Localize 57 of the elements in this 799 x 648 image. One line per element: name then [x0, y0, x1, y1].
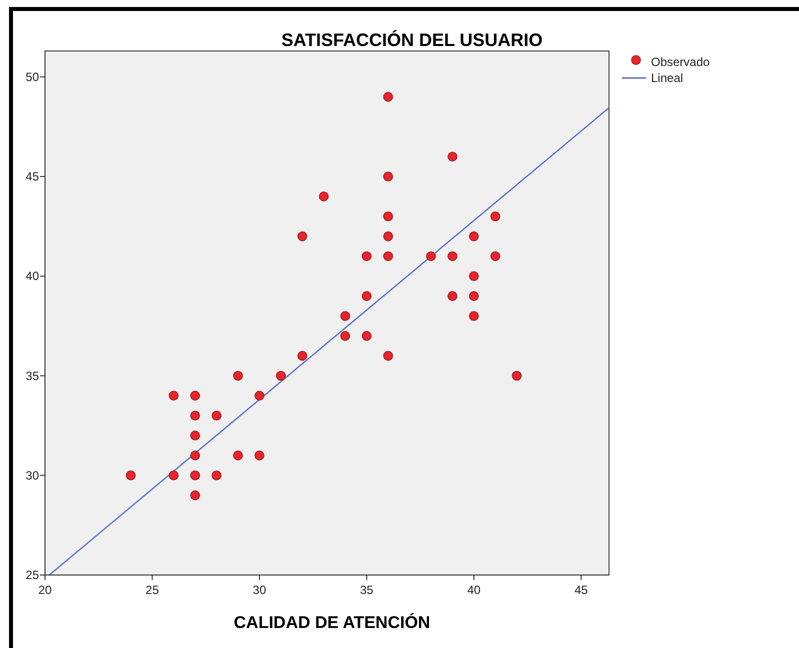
- point: [212, 470, 222, 480]
- x-axis-title: CALIDAD DE ATENCIÓN: [234, 612, 430, 632]
- point: [426, 251, 436, 262]
- point: [468, 231, 479, 242]
- y-tick-label: 50: [26, 70, 40, 84]
- point: [190, 410, 200, 421]
- x-tick-label: 30: [252, 583, 266, 597]
- x-tick-label: 20: [38, 583, 52, 597]
- point: [468, 291, 479, 301]
- point: [362, 331, 372, 341]
- point: [276, 370, 286, 381]
- point: [212, 410, 222, 421]
- legend-label: Observado: [651, 55, 710, 69]
- point: [468, 311, 479, 321]
- point: [362, 251, 372, 262]
- point: [362, 291, 372, 301]
- point: [168, 470, 179, 480]
- chart-title: SATISFACCIÓN DEL USUARIO: [281, 30, 543, 50]
- point: [190, 430, 200, 440]
- point: [490, 251, 500, 262]
- point: [190, 390, 200, 401]
- point: [126, 470, 136, 480]
- x-tick-label: 45: [574, 583, 588, 597]
- point: [383, 172, 394, 182]
- point: [254, 390, 264, 401]
- point: [168, 390, 179, 401]
- point: [512, 370, 522, 381]
- point: [383, 231, 394, 242]
- point: [297, 231, 308, 242]
- point: [383, 350, 394, 361]
- x-tick-label: 40: [467, 583, 481, 597]
- point: [233, 370, 243, 381]
- y-tick-label: 30: [26, 468, 40, 482]
- point: [448, 152, 458, 162]
- y-tick-label: 40: [26, 269, 40, 284]
- point: [297, 350, 308, 361]
- y-tick-label: 45: [26, 170, 40, 184]
- x-tick-label: 35: [360, 583, 374, 597]
- y-tick-label: 25: [26, 568, 40, 582]
- point: [190, 490, 200, 500]
- point: [490, 211, 500, 222]
- point: [318, 192, 329, 202]
- point: [340, 331, 350, 341]
- y-tick-label: 35: [26, 368, 40, 383]
- point: [383, 92, 394, 102]
- point: [383, 211, 394, 222]
- point: [448, 251, 458, 262]
- point: [190, 470, 200, 480]
- point: [383, 251, 394, 262]
- point: [340, 311, 350, 321]
- legend-label: Lineal: [651, 71, 684, 85]
- point: [190, 450, 200, 460]
- point: [233, 450, 243, 460]
- point: [468, 271, 479, 282]
- point: [254, 450, 264, 460]
- point: [448, 291, 458, 301]
- x-tick-label: 25: [146, 583, 160, 597]
